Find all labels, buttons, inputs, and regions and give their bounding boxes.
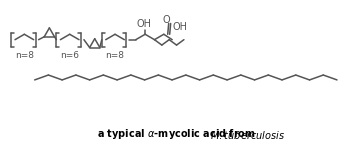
Text: OH: OH — [173, 22, 188, 31]
Text: OH: OH — [137, 19, 152, 29]
Text: n=6: n=6 — [60, 52, 79, 60]
Text: a typical $\alpha$-mycolic acid from: a typical $\alpha$-mycolic acid from — [97, 127, 257, 141]
Text: n=8: n=8 — [15, 52, 34, 60]
Text: $\it{M. tuberculosis}$: $\it{M. tuberculosis}$ — [68, 129, 286, 141]
Text: n=8: n=8 — [105, 52, 125, 60]
Text: O: O — [163, 16, 171, 25]
